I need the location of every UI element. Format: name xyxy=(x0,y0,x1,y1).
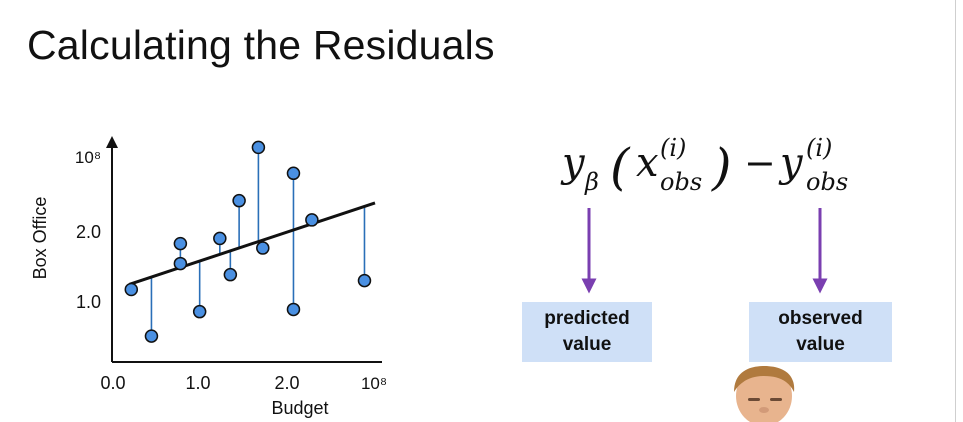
slide-title: Calculating the Residuals xyxy=(27,22,495,68)
data-point xyxy=(144,329,159,343)
y-tick-label-3: 10⁸ xyxy=(75,148,101,167)
y-tick-label-1: 1.0 xyxy=(76,292,101,312)
x-axis-label: Budget xyxy=(271,398,328,418)
x-tick-label-1: 0.0 xyxy=(100,373,125,393)
predicted-label-line2: value xyxy=(562,334,612,355)
y-tick-label-2: 2.0 xyxy=(76,222,101,242)
observed-label-line2: value xyxy=(796,334,845,355)
data-point xyxy=(256,241,270,255)
x-tick-label-2: 1.0 xyxy=(185,373,210,393)
data-point xyxy=(223,267,238,282)
data-point xyxy=(124,282,139,297)
data-point xyxy=(232,193,246,208)
data-point xyxy=(357,273,372,288)
data-point xyxy=(251,140,266,155)
observed-value-label: observed value xyxy=(749,302,892,362)
data-point xyxy=(305,213,319,227)
x-tick-label-3: 2.0 xyxy=(274,373,299,393)
regression-line xyxy=(129,201,376,286)
data-point xyxy=(173,236,188,251)
y-axis-label: Box Office xyxy=(30,197,50,280)
data-point xyxy=(173,256,188,271)
predicted-label-line1: predicted xyxy=(544,308,630,329)
data-point xyxy=(192,304,207,319)
plot-area xyxy=(124,140,376,343)
x-tick-label-4: 10⁸ xyxy=(361,374,387,393)
presenter-video-thumbnail xyxy=(734,366,795,422)
data-point xyxy=(213,231,227,246)
data-point xyxy=(286,302,301,317)
chart-axes xyxy=(106,136,382,363)
predicted-value-label: predicted value xyxy=(522,302,652,362)
data-point xyxy=(286,166,301,181)
observed-label-line1: observed xyxy=(778,308,863,329)
